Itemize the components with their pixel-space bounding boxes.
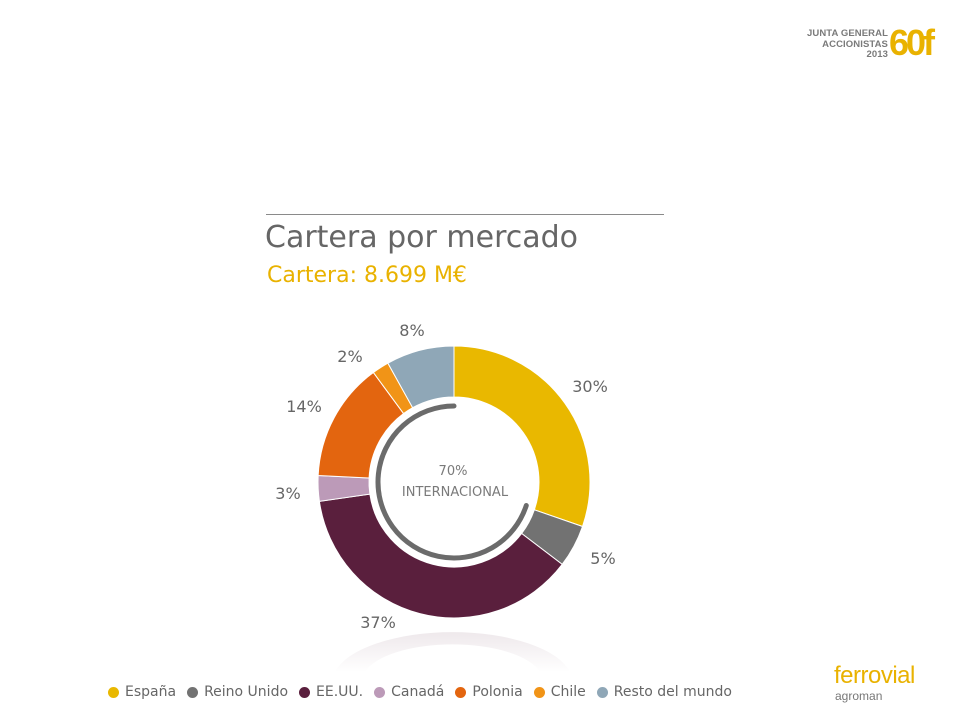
slice-espa-a — [453, 345, 591, 528]
legend-swatch — [187, 686, 199, 698]
inner-arc — [375, 403, 529, 561]
legend-label: EE.UU. — [316, 684, 364, 700]
center-percent-label: 70% — [439, 464, 468, 479]
legend-label: España — [125, 684, 177, 700]
slice-label-reino-unido: 5% — [590, 549, 615, 568]
page-title: Cartera por mercado — [265, 220, 579, 255]
brand-name: ferrovial — [834, 662, 915, 689]
legend-item-resto-del-mundo: Resto del mundo — [596, 684, 732, 700]
legend-swatch — [533, 686, 545, 698]
legend-label: Chile — [550, 684, 586, 700]
legend-swatch — [596, 686, 608, 698]
legend-item-espa-a: España — [108, 684, 176, 700]
junta-general-logo: JUNTA GENERAL ACCIONISTAS 2013 60f — [806, 22, 936, 66]
chart-reflection — [335, 632, 570, 672]
page-subtitle: Cartera: 8.699 M€ — [267, 263, 467, 288]
legend-item-canad-: Canadá — [374, 684, 444, 700]
legend-label: Canadá — [391, 684, 445, 700]
title-rule — [266, 214, 664, 215]
chart-legend: España Reino Unido EE.UU. Canadá Polonia Chil… — [108, 682, 743, 702]
center-caption-label: INTERNACIONAL — [402, 485, 509, 500]
slice-label-polonia: 14% — [286, 397, 322, 416]
logo-line-3: 2013 — [866, 49, 888, 60]
legend-item-reino-unido: Reino Unido — [187, 684, 288, 700]
slice-resto-del-mundo — [387, 345, 455, 409]
legend-swatch — [299, 686, 311, 698]
legend-item-chile: Chile — [533, 684, 586, 700]
legend-swatch — [374, 686, 386, 698]
legend-swatch — [108, 686, 119, 698]
logo-text: JUNTA GENERAL ACCIONISTAS 2013 — [807, 28, 888, 61]
ferrovial-logo: ferrovial agroman — [834, 662, 934, 708]
legend-label: Reino Unido — [204, 684, 289, 700]
logo-anniversary: 60f — [889, 22, 935, 63]
slice-label-chile: 2% — [337, 347, 362, 366]
legend-label: Resto del mundo — [613, 684, 732, 700]
brand-subname: agroman — [835, 689, 883, 703]
slice-ee-uu- — [318, 493, 563, 619]
slice-label-ee-uu-: 37% — [360, 613, 396, 632]
slice-label-canad-: 3% — [275, 484, 300, 503]
logo-line-1: JUNTA GENERAL — [807, 28, 888, 39]
legend-item-polonia: Polonia — [455, 684, 523, 700]
logo-line-2: ACCIONISTAS — [822, 38, 888, 50]
legend-label: Polonia — [472, 684, 523, 700]
slice-label-espa-a: 30% — [572, 377, 608, 396]
legend-swatch — [455, 686, 467, 698]
slice-label-resto-del-mundo: 8% — [399, 321, 424, 340]
legend-item-ee-uu-: EE.UU. — [299, 684, 363, 700]
